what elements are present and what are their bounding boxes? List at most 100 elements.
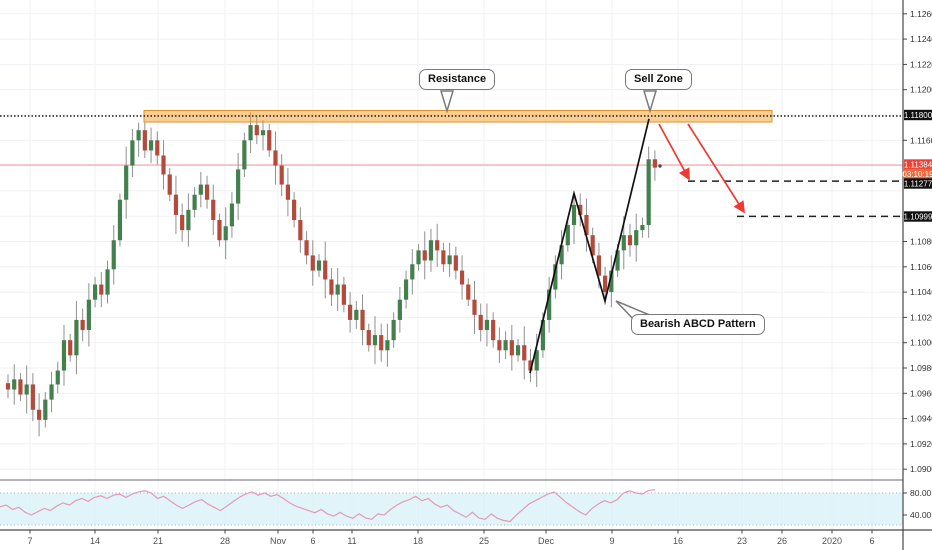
projection-arrow[interactable] — [687, 123, 745, 214]
candle-body — [540, 319, 546, 351]
candle-body — [310, 255, 315, 271]
candle-body — [298, 219, 303, 241]
candle-body — [167, 174, 172, 195]
callout-sell-zone[interactable]: Sell Zone — [625, 69, 692, 91]
date-tick-label: 16 — [673, 536, 683, 546]
candle-body — [590, 235, 595, 256]
candle-body — [603, 275, 608, 293]
axis-price-label: 1.11384 — [904, 159, 932, 170]
candle-body — [478, 314, 483, 331]
time-scale[interactable] — [0, 530, 932, 550]
callout-resistance-label: Resistance — [428, 73, 487, 85]
axis-price-label: 1.11800 — [904, 109, 932, 121]
time-axis-labels: 7 14 21 28 Nov 6 11 18 25 Dec 9 16 23 26 2020 6 — [27, 530, 875, 546]
candle-body — [472, 299, 477, 315]
candle-body — [615, 250, 620, 271]
candle-body — [497, 340, 502, 351]
callout-bearish-abcd-label: Bearish ABCD Pattern — [640, 318, 756, 330]
oscillator-line — [0, 489, 656, 523]
candle-body — [503, 340, 508, 351]
candle-body — [459, 270, 465, 285]
candle-body — [366, 330, 371, 346]
callout-sell-zone-tail — [642, 90, 658, 114]
candle-body — [111, 240, 116, 270]
candle-body — [198, 184, 203, 195]
candle-body — [254, 125, 259, 136]
candle-body — [571, 204, 577, 226]
candles — [5, 112, 657, 437]
candle-body — [534, 350, 539, 371]
axis-price-label: 03:10:19 — [902, 168, 932, 180]
candle-body — [403, 279, 409, 300]
candle-body — [92, 284, 98, 300]
candle-body — [204, 184, 210, 200]
candle-body — [74, 319, 79, 356]
oscillator-pane[interactable] — [0, 489, 903, 526]
candle-body — [236, 169, 241, 204]
candle-body — [24, 384, 29, 395]
candle-body — [491, 319, 496, 341]
candle-body — [142, 130, 147, 151]
candle-body — [634, 230, 639, 246]
candle-body — [578, 204, 583, 215]
date-tick-label: 7 — [27, 536, 32, 546]
callout-resistance-tail — [439, 90, 455, 114]
date-tick-label: 6 — [310, 536, 315, 546]
candle-body — [447, 255, 452, 265]
candle-body — [180, 214, 185, 231]
projection-arrow[interactable] — [658, 123, 690, 181]
abcd-zigzag-line[interactable] — [529, 118, 650, 374]
svg-text:1.11800: 1.11800 — [904, 111, 932, 120]
svg-text:1.11384: 1.11384 — [904, 161, 932, 170]
candle-body — [385, 340, 390, 351]
candle-body — [12, 379, 17, 390]
candle-body — [155, 140, 160, 156]
candle-body — [49, 384, 54, 400]
date-tick-label: 23 — [737, 536, 747, 546]
price-tick-label: 1.11600 — [910, 135, 932, 145]
date-tick-label: Dec — [538, 536, 555, 546]
candle-body — [86, 299, 91, 331]
candle-body — [640, 225, 645, 231]
candle-body — [117, 199, 123, 241]
callout-resistance[interactable]: Resistance — [419, 69, 496, 91]
candle-body — [466, 284, 471, 300]
candle-body — [211, 199, 216, 220]
candle-body — [80, 319, 85, 331]
candle-body — [30, 384, 35, 410]
candle-body — [292, 199, 297, 220]
candle-body — [428, 240, 434, 261]
candle-body — [416, 250, 421, 265]
candle-body — [136, 130, 141, 141]
date-tick-label: 28 — [220, 536, 230, 546]
candle-body — [161, 155, 166, 175]
candle-body — [484, 319, 490, 331]
oscillator-tick-label: 80.00 — [910, 488, 932, 498]
date-tick-label: 9 — [609, 536, 614, 546]
price-tick-label: 1.10600 — [910, 262, 932, 272]
date-tick-label: 2020 — [822, 536, 842, 546]
price-tick-label: 1.09200 — [910, 439, 932, 449]
axis-price-label: 1.10999 — [904, 211, 932, 222]
axis-price-label: 1.11277 — [904, 178, 932, 189]
candle-body — [553, 264, 558, 290]
price-tick-label: 1.10400 — [910, 287, 932, 297]
candle-body — [148, 140, 154, 151]
candle-body — [186, 209, 191, 231]
candle-body — [18, 379, 23, 395]
candle-body — [223, 226, 228, 241]
candle-body — [627, 235, 633, 246]
candle-body — [391, 319, 396, 341]
candle-body — [360, 309, 365, 331]
candle-body — [242, 140, 247, 170]
callout-bearish-abcd[interactable]: Bearish ABCD Pattern — [631, 314, 765, 336]
candle-body — [547, 289, 552, 320]
oscillator-pane-hitbox[interactable] — [0, 480, 903, 530]
price-scale[interactable] — [903, 0, 932, 550]
price-tick-label: 1.09600 — [910, 388, 932, 398]
candle-body — [130, 140, 135, 166]
price-axis-labels: 1.12600 1.12400 1.12200 1.12000 1.11600 1.108… — [903, 9, 932, 520]
candle-body — [435, 240, 440, 251]
